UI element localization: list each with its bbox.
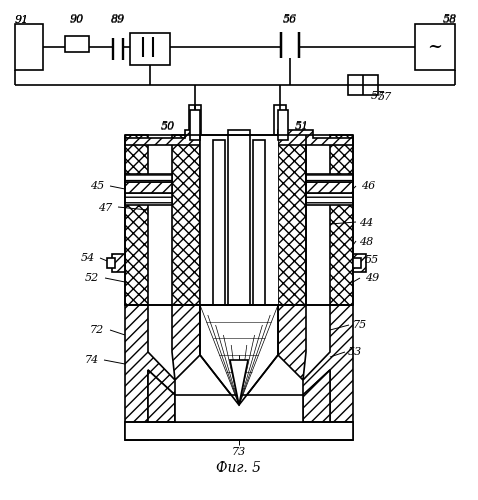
Text: 47: 47 bbox=[98, 203, 112, 213]
Bar bbox=[253, 140, 265, 305]
Bar bbox=[15, 24, 43, 70]
Polygon shape bbox=[278, 305, 306, 380]
Bar bbox=[274, 105, 286, 135]
Text: 58: 58 bbox=[443, 15, 457, 25]
Bar bbox=[348, 75, 378, 95]
Bar bbox=[189, 105, 201, 135]
Text: 45: 45 bbox=[90, 181, 104, 191]
Polygon shape bbox=[125, 305, 175, 440]
Text: 89: 89 bbox=[111, 14, 125, 24]
Bar bbox=[125, 422, 353, 440]
Bar bbox=[213, 140, 225, 305]
Text: ~: ~ bbox=[427, 38, 443, 56]
Polygon shape bbox=[148, 370, 175, 422]
Text: 56: 56 bbox=[283, 15, 297, 25]
Text: 90: 90 bbox=[70, 14, 84, 24]
Text: 52: 52 bbox=[85, 273, 99, 283]
Polygon shape bbox=[330, 135, 353, 305]
Bar bbox=[353, 254, 366, 272]
Polygon shape bbox=[303, 370, 330, 422]
Text: 72: 72 bbox=[90, 325, 104, 335]
Polygon shape bbox=[278, 130, 353, 145]
Text: 73: 73 bbox=[232, 447, 246, 457]
Text: 51: 51 bbox=[295, 122, 309, 132]
Bar bbox=[130, 33, 170, 65]
Text: 48: 48 bbox=[359, 237, 373, 247]
Text: 50: 50 bbox=[161, 122, 175, 132]
Text: 44: 44 bbox=[359, 218, 373, 228]
Text: 91: 91 bbox=[15, 15, 29, 25]
Polygon shape bbox=[200, 305, 278, 405]
Polygon shape bbox=[306, 174, 353, 182]
Text: 57: 57 bbox=[378, 92, 392, 102]
Text: 51: 51 bbox=[295, 121, 309, 131]
Polygon shape bbox=[125, 130, 200, 145]
Text: 57: 57 bbox=[371, 91, 385, 101]
Text: 55: 55 bbox=[365, 255, 379, 265]
Text: 53: 53 bbox=[348, 347, 362, 357]
Polygon shape bbox=[306, 193, 353, 205]
Polygon shape bbox=[306, 182, 353, 193]
Bar bbox=[228, 130, 250, 305]
Polygon shape bbox=[172, 305, 200, 380]
Polygon shape bbox=[172, 135, 200, 305]
Bar bbox=[107, 258, 115, 268]
Text: 58: 58 bbox=[443, 14, 457, 24]
Bar bbox=[415, 24, 455, 70]
Polygon shape bbox=[278, 135, 306, 305]
Polygon shape bbox=[125, 193, 172, 205]
Bar bbox=[112, 254, 125, 272]
Bar bbox=[175, 395, 303, 422]
Bar bbox=[65, 36, 89, 52]
Polygon shape bbox=[125, 174, 172, 182]
Bar bbox=[190, 110, 200, 140]
Polygon shape bbox=[230, 360, 248, 405]
Bar bbox=[278, 110, 288, 140]
Text: 50: 50 bbox=[161, 121, 175, 131]
Text: 56: 56 bbox=[283, 14, 297, 24]
Text: 54: 54 bbox=[81, 253, 95, 263]
Text: Фиг. 5: Фиг. 5 bbox=[217, 461, 261, 475]
Text: 49: 49 bbox=[365, 273, 379, 283]
Polygon shape bbox=[303, 305, 353, 440]
Text: 89: 89 bbox=[111, 15, 125, 25]
Bar bbox=[200, 135, 278, 305]
Text: 90: 90 bbox=[70, 15, 84, 25]
Text: 91: 91 bbox=[15, 15, 29, 25]
Text: 46: 46 bbox=[361, 181, 375, 191]
Text: 74: 74 bbox=[85, 355, 99, 365]
Polygon shape bbox=[125, 135, 148, 305]
Text: 75: 75 bbox=[353, 320, 367, 330]
Bar bbox=[353, 258, 361, 268]
Polygon shape bbox=[125, 182, 172, 193]
